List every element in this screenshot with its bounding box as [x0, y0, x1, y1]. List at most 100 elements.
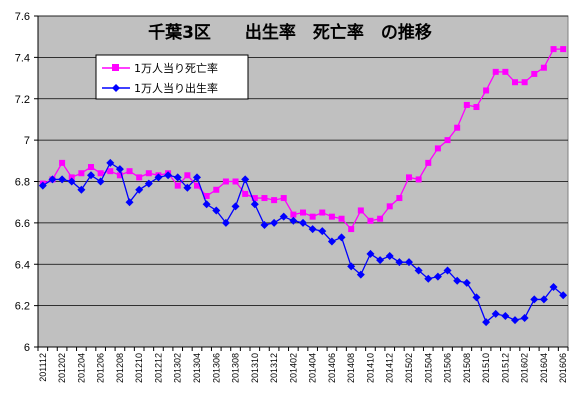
data-point-diamond [347, 262, 356, 271]
data-point-diamond [173, 173, 182, 182]
data-point-square [261, 195, 268, 202]
x-tick-label: 201604 [539, 353, 549, 383]
data-point-diamond [202, 200, 211, 209]
data-point-diamond [511, 316, 519, 325]
data-point-square [454, 124, 461, 131]
data-point-square [406, 174, 412, 181]
data-point-diamond [356, 270, 365, 279]
y-tick-label: 7.6 [15, 11, 30, 23]
legend-entry-birth: 1万人当り出生率 [102, 81, 218, 95]
data-point-square [242, 190, 249, 197]
x-tick-label: 201412 [385, 353, 395, 383]
x-tick-label: 201602 [520, 353, 530, 383]
data-point-diamond [38, 181, 47, 190]
x-tick-label: 201504 [423, 353, 433, 383]
series-death-rate [39, 46, 567, 233]
data-point-square [174, 182, 181, 189]
data-point-diamond [559, 291, 568, 300]
data-point-square [434, 145, 441, 152]
data-point-diamond [87, 171, 95, 180]
data-point-diamond [241, 175, 250, 184]
y-tick-label: 7.2 [15, 94, 30, 106]
data-point-square [78, 170, 85, 177]
data-point-diamond [385, 251, 394, 260]
x-tick-label: 201506 [443, 353, 453, 383]
series-birth-rate [38, 158, 568, 327]
data-point-square [550, 46, 557, 53]
data-point-square [338, 215, 345, 222]
data-point-diamond [337, 233, 346, 242]
data-point-square [116, 172, 123, 179]
y-tick-label: 6 [24, 342, 30, 354]
data-point-diamond [260, 220, 269, 229]
legend-marker-death [112, 64, 119, 71]
data-point-diamond [433, 272, 442, 281]
x-tick-label: 201410 [365, 353, 375, 383]
data-point-square [319, 209, 326, 216]
data-point-square [357, 207, 364, 214]
x-tick-label: 201210 [134, 353, 144, 383]
data-point-diamond [48, 175, 57, 184]
data-point-square [377, 215, 384, 222]
data-point-diamond [482, 318, 491, 327]
data-point-diamond [520, 314, 529, 323]
legend-box [95, 54, 249, 100]
data-point-diamond [135, 185, 144, 194]
data-point-square [492, 68, 499, 75]
data-point-diamond [125, 198, 134, 207]
data-point-diamond [212, 206, 221, 215]
x-tick-label: 201308 [231, 353, 241, 383]
x-tick-label: 201112 [38, 353, 48, 382]
data-point-square [251, 195, 258, 202]
x-tick-label: 201304 [192, 353, 202, 383]
legend: 1万人当り死亡率 1万人当り出生率 [95, 54, 249, 100]
series-layer [38, 46, 568, 327]
legend-label-death: 1万人当り死亡率 [134, 61, 218, 75]
data-point-square [145, 170, 152, 177]
data-point-diamond [77, 185, 86, 194]
data-point-diamond [414, 266, 423, 275]
data-point-diamond [279, 212, 288, 221]
data-point-square [184, 172, 191, 179]
data-point-diamond [549, 283, 558, 292]
data-point-square [444, 137, 451, 144]
x-tick-label: 201408 [346, 353, 356, 383]
data-point-square [521, 79, 528, 86]
data-point-square [367, 217, 374, 224]
y-axis-ticks: 6 6.2 6.4 6.6 6.8 7 7.2 7.4 7.6 [15, 11, 568, 354]
data-point-diamond [318, 227, 327, 236]
x-tick-label: 201208 [115, 353, 125, 383]
data-point-diamond [58, 175, 67, 184]
y-tick-label: 6.8 [15, 177, 30, 189]
x-tick-label: 201306 [211, 353, 221, 383]
y-tick-label: 6.4 [15, 259, 30, 271]
y-tick-label: 6.6 [15, 218, 30, 230]
y-tick-label: 6.2 [15, 301, 30, 313]
x-tick-label: 201312 [269, 353, 279, 383]
data-point-diamond [472, 293, 481, 302]
data-point-square [560, 46, 567, 53]
data-point-square [203, 192, 210, 199]
data-point-diamond [376, 256, 385, 265]
data-point-diamond [164, 171, 173, 180]
data-point-diamond [366, 249, 375, 258]
x-tick-label: 201212 [153, 353, 163, 383]
data-point-diamond [462, 278, 471, 287]
data-point-square [328, 213, 335, 220]
data-point-diamond [308, 225, 317, 234]
data-point-square [473, 104, 480, 111]
x-tick-label: 201404 [308, 353, 318, 383]
data-point-diamond [453, 276, 462, 285]
x-tick-label: 201206 [96, 353, 106, 383]
data-point-square [222, 178, 229, 185]
y-tick-label: 7.4 [15, 52, 30, 64]
x-tick-label: 201502 [404, 353, 414, 383]
data-point-square [59, 159, 66, 166]
data-point-diamond [96, 177, 105, 186]
data-point-square [348, 226, 355, 233]
data-point-square [502, 68, 509, 75]
legend-label-birth: 1万人当り出生率 [134, 81, 218, 95]
data-point-diamond [539, 295, 548, 304]
data-point-diamond [221, 218, 230, 227]
